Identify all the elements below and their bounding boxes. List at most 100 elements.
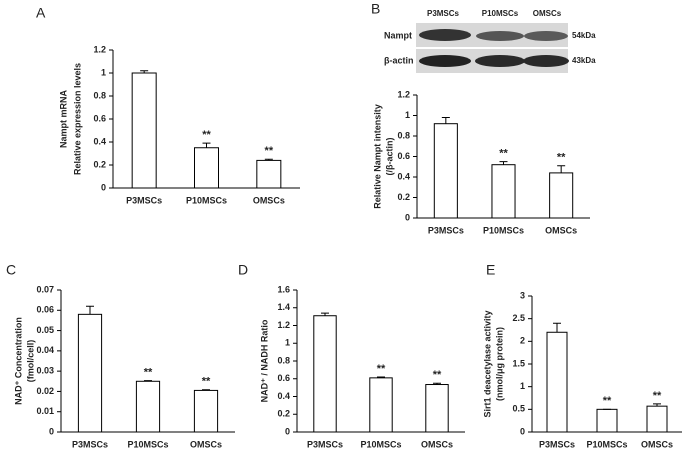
x-tick-label: OMSCs: [641, 439, 673, 449]
panel-letter: C: [6, 262, 16, 278]
y-tick-label: 1: [285, 338, 290, 348]
bar: [549, 172, 574, 219]
significance-label: **: [499, 148, 508, 160]
bar: [193, 389, 219, 433]
y-tick-label: 0.04: [36, 345, 54, 355]
error-bar: [553, 322, 561, 333]
error-bar: [144, 380, 152, 382]
significance-label: **: [202, 376, 211, 388]
panel-letter: A: [36, 5, 46, 21]
y-tick-label: 0.2: [397, 192, 410, 202]
significance-label: **: [603, 395, 612, 407]
significance-label: **: [144, 367, 153, 379]
y-tick-label: 1: [101, 67, 106, 77]
x-tick-label: P10MSCs: [586, 439, 627, 449]
x-tick-label: OMSCs: [190, 439, 222, 449]
row-label: Nampt: [384, 30, 412, 40]
lane-label: OMSCs: [533, 9, 562, 18]
y-tick-label: 1.6: [277, 284, 290, 294]
error-bar: [499, 161, 508, 165]
size-label: 54kDa: [572, 31, 596, 40]
x-tick-label: P10MSCs: [483, 225, 524, 235]
western-blot: P3MSCs P10MSCs OMSCs Nampt β-actin 54kDa…: [384, 9, 596, 73]
y-axis-label: Sirt1 deacetylase activity: [482, 310, 492, 417]
error-bar: [441, 117, 450, 124]
y-tick-label: 0.8: [277, 355, 290, 365]
bar: [546, 331, 568, 433]
significance-label: **: [557, 152, 566, 164]
error-bar: [653, 403, 661, 407]
bar: [313, 315, 337, 433]
error-bar: [202, 389, 210, 391]
x-tick-label: P10MSCs: [186, 195, 227, 205]
bar: [77, 313, 103, 433]
error-bar: [377, 376, 385, 378]
y-tick-label: 0.8: [93, 90, 106, 100]
x-tick-label: P10MSCs: [360, 439, 401, 449]
y-axis-label: NAD⁺ / NADH Ratio: [259, 319, 269, 402]
y-axis-label: NAD⁺ Concentration: [13, 317, 23, 405]
x-tick-label: P3MSCs: [72, 439, 108, 449]
panel-letter: D: [238, 262, 248, 278]
y-tick-label: 1: [520, 381, 525, 391]
bar: [256, 159, 282, 189]
blot-band: [476, 31, 524, 41]
blot-band: [524, 31, 568, 41]
bar: [596, 408, 618, 433]
error-bar: [202, 142, 211, 148]
significance-label: **: [265, 145, 274, 157]
y-tick-label: 0.03: [36, 366, 54, 376]
y-tick-label: 2.5: [512, 313, 525, 323]
y-tick-label: 1: [405, 110, 410, 120]
row-label: β-actin: [384, 55, 414, 65]
y-tick-label: 0.05: [36, 325, 54, 335]
blot-band: [419, 29, 471, 41]
y-tick-label: 1.2: [93, 44, 106, 54]
y-tick-label: 0.02: [36, 386, 54, 396]
chart-panel: D NAD⁺ / NADH Ratio 0 0.2 0.4 0.6 0.8 1 1.2 1.4 1.…: [238, 262, 465, 449]
error-bar: [264, 158, 273, 161]
x-tick-label: P10MSCs: [127, 439, 168, 449]
y-tick-label: 0: [520, 426, 525, 436]
error-bar: [140, 70, 149, 73]
error-bar: [433, 382, 441, 385]
bar: [491, 164, 516, 219]
bar: [194, 147, 219, 189]
y-tick-label: 0.07: [36, 284, 54, 294]
significance-label: **: [202, 129, 211, 141]
y-axis-label: (/β-actin): [384, 138, 394, 176]
y-axis-label: (nmol/μg protein): [494, 327, 504, 401]
panel-letter: E: [486, 262, 495, 278]
bar: [131, 72, 157, 189]
blot-band: [523, 55, 569, 67]
y-tick-label: 1.2: [277, 320, 290, 330]
bar: [135, 380, 161, 433]
blot-band: [419, 55, 471, 67]
chart-panel: E Sirt1 deacetylase activity (nmol/μg prot…: [482, 262, 682, 449]
lane-label: P10MSCs: [482, 9, 519, 18]
bar: [369, 377, 393, 433]
y-axis-label: Relative Nampt intensity: [372, 104, 382, 209]
y-axis-label: Relative expression levels: [72, 63, 82, 175]
blot-separator: [416, 47, 568, 49]
x-tick-label: P3MSCs: [307, 439, 343, 449]
y-axis-label: (fmol/cell): [25, 340, 35, 383]
blot-band: [475, 55, 525, 67]
x-tick-label: P3MSCs: [539, 439, 575, 449]
y-tick-label: 0: [49, 426, 54, 436]
chart-panel: B Relative Nampt intensity (/β-actin) 0 0.2 0…: [371, 1, 590, 235]
y-tick-label: 1.4: [277, 302, 290, 312]
panel-letter: B: [371, 1, 380, 17]
y-axis-label: Nampt mRNA: [58, 90, 68, 149]
y-tick-label: 0: [405, 212, 410, 222]
y-tick-label: 0.6: [277, 373, 290, 383]
chart-panel: C NAD⁺ Concentration (fmol/cell) 0 0.01 0.02 0…: [6, 262, 235, 449]
size-label: 43kDa: [572, 56, 596, 65]
y-tick-label: 0: [101, 182, 106, 192]
y-tick-label: 0.8: [397, 130, 410, 140]
x-tick-label: OMSCs: [421, 439, 453, 449]
x-tick-label: OMSCs: [253, 195, 285, 205]
y-tick-label: 0.4: [93, 136, 106, 146]
significance-label: **: [377, 363, 386, 375]
